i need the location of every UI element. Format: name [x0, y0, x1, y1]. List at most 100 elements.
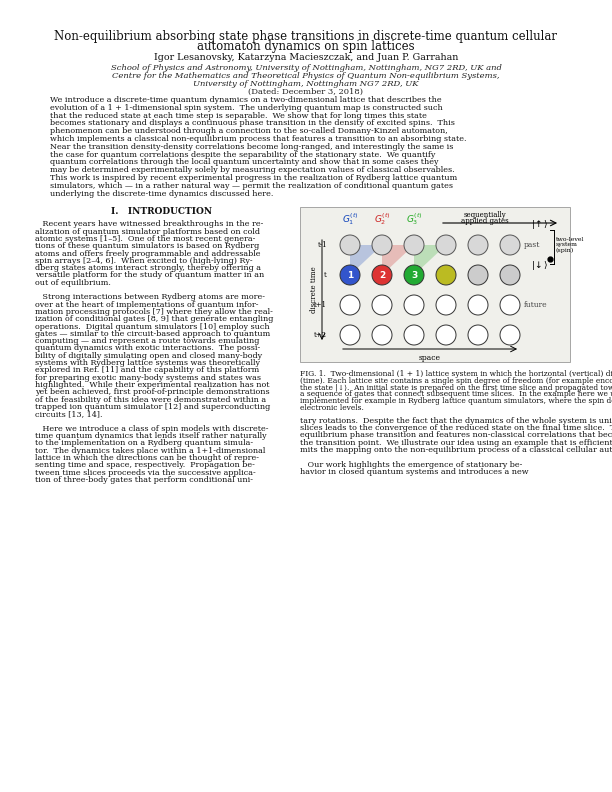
Text: I.   INTRODUCTION: I. INTRODUCTION [111, 208, 212, 216]
Text: We introduce a discrete-time quantum dynamics on a two-dimensional lattice that : We introduce a discrete-time quantum dyn… [50, 96, 442, 104]
Text: (Dated: December 3, 2018): (Dated: December 3, 2018) [248, 88, 364, 96]
Text: Strong interactions between Rydberg atoms are more-: Strong interactions between Rydberg atom… [35, 293, 265, 302]
Text: explored in Ref. [11] and the capability of this platform: explored in Ref. [11] and the capability… [35, 367, 259, 375]
Circle shape [372, 325, 392, 345]
Text: gates — similar to the circuit-based approach to quantum: gates — similar to the circuit-based app… [35, 330, 271, 338]
Circle shape [500, 265, 520, 285]
Text: 1: 1 [347, 271, 353, 280]
Text: $|\!\downarrow\rangle$: $|\!\downarrow\rangle$ [531, 259, 549, 272]
Text: past: past [524, 241, 540, 249]
Text: out of equilibrium.: out of equilibrium. [35, 279, 111, 287]
Text: may be determined experimentally solely by measuring expectation values of class: may be determined experimentally solely … [50, 166, 455, 174]
Text: tor.  The dynamics takes place within a 1+1-dimensional: tor. The dynamics takes place within a 1… [35, 447, 266, 455]
Text: highlighted.  While their experimental realization has not: highlighted. While their experimental re… [35, 381, 269, 389]
Text: automaton dynamics on spin lattices: automaton dynamics on spin lattices [197, 40, 415, 53]
Text: future: future [524, 301, 548, 309]
Text: havior in closed quantum systems and introduces a new: havior in closed quantum systems and int… [300, 468, 529, 476]
Text: the case for quantum correlations despite the separability of the stationary sta: the case for quantum correlations despit… [50, 150, 435, 158]
Text: $G_2^{(t)}$: $G_2^{(t)}$ [374, 211, 390, 227]
Text: spin arrays [2–4, 6].  When excited to (high-lying) Ry-: spin arrays [2–4, 6]. When excited to (h… [35, 257, 253, 265]
Text: equilibrium phase transition and features non-classical correlations that become: equilibrium phase transition and feature… [300, 432, 612, 440]
Text: quantum correlations through the local quantum uncertainty and show that in some: quantum correlations through the local q… [50, 158, 439, 166]
Circle shape [372, 235, 392, 255]
Text: ization of conditional gates [8, 9] that generate entangling: ization of conditional gates [8, 9] that… [35, 315, 274, 323]
Text: simulators, which — in a rather natural way — permit the realization of conditio: simulators, which — in a rather natural … [50, 182, 453, 190]
Text: School of Physics and Astronomy, University of Nottingham, Nottingham, NG7 2RD, : School of Physics and Astronomy, Univers… [111, 64, 501, 72]
Text: evolution of a 1 + 1-dimensional spin system.  The underlying quantum map is con: evolution of a 1 + 1-dimensional spin sy… [50, 104, 442, 112]
Text: $G_1^{(t)}$: $G_1^{(t)}$ [341, 211, 358, 227]
Text: 2: 2 [379, 271, 385, 280]
Text: becomes stationary and displays a continuous phase transition in the density of : becomes stationary and displays a contin… [50, 120, 455, 128]
Circle shape [340, 325, 360, 345]
Circle shape [404, 235, 424, 255]
Text: t: t [324, 271, 327, 279]
Text: time quantum dynamics that lends itself rather naturally: time quantum dynamics that lends itself … [35, 432, 267, 440]
Circle shape [340, 235, 360, 255]
Text: which implements a classical non-equilibrium process that features a transition : which implements a classical non-equilib… [50, 135, 466, 143]
Text: applied gates: applied gates [461, 217, 509, 225]
Circle shape [436, 295, 456, 315]
Circle shape [500, 295, 520, 315]
Text: for preparing exotic many-body systems and states was: for preparing exotic many-body systems a… [35, 374, 261, 382]
Text: Centre for the Mathematics and Theoretical Physics of Quantum Non-equilibrium Sy: Centre for the Mathematics and Theoretic… [112, 72, 500, 80]
Text: mits the mapping onto the non-equilibrium process of a classical cellular automa: mits the mapping onto the non-equilibriu… [300, 446, 612, 454]
Text: senting time and space, respectively.  Propagation be-: senting time and space, respectively. Pr… [35, 461, 255, 470]
Text: that the reduced state at each time step is separable.  We show that for long ti: that the reduced state at each time step… [50, 112, 427, 120]
Text: bility of digitally simulating open and closed many-body: bility of digitally simulating open and … [35, 352, 262, 360]
Circle shape [372, 295, 392, 315]
Text: implemented for example in Rydberg lattice quantum simulators, where the spin de: implemented for example in Rydberg latti… [300, 398, 612, 406]
Circle shape [436, 235, 456, 255]
Circle shape [404, 265, 424, 285]
Text: a sequence of gates that connect subsequent time slices.  In the example here we: a sequence of gates that connect subsequ… [300, 390, 612, 398]
Text: (time). Each lattice site contains a single spin degree of freedom (for example : (time). Each lattice site contains a sin… [300, 377, 612, 385]
Text: sequentially: sequentially [464, 211, 506, 219]
Text: quantum dynamics with exotic interactions.  The possi-: quantum dynamics with exotic interaction… [35, 345, 260, 352]
Text: slices leads to the convergence of the reduced state on the final time slice.  T: slices leads to the convergence of the r… [300, 424, 612, 432]
Text: circuits [13, 14].: circuits [13, 14]. [35, 410, 102, 418]
Text: alization of quantum simulator platforms based on cold: alization of quantum simulator platforms… [35, 227, 260, 236]
Text: Here we introduce a class of spin models with discrete-: Here we introduce a class of spin models… [35, 425, 269, 432]
Text: Near the transition density-density correlations become long-ranged, and interes: Near the transition density-density corr… [50, 143, 453, 150]
Text: mation processing protocols [7] where they allow the real-: mation processing protocols [7] where th… [35, 308, 273, 316]
Text: Our work highlights the emergence of stationary be-: Our work highlights the emergence of sta… [300, 461, 523, 469]
Text: tween time slices proceeds via the successive applica-: tween time slices proceeds via the succe… [35, 469, 256, 477]
FancyBboxPatch shape [300, 207, 570, 362]
Text: $G_3^{(t)}$: $G_3^{(t)}$ [406, 211, 422, 227]
Text: tary rotations.  Despite the fact that the dynamics of the whole system is unita: tary rotations. Despite the fact that th… [300, 417, 612, 425]
Text: phenomenon can be understood through a connection to the so-called Domany-Kinzel: phenomenon can be understood through a c… [50, 128, 448, 135]
Circle shape [404, 295, 424, 315]
Text: This work is inspired by recent experimental progress in the realization of Rydb: This work is inspired by recent experime… [50, 174, 457, 182]
Text: yet been achieved, first proof-of-principle demonstrations: yet been achieved, first proof-of-princi… [35, 388, 270, 396]
Text: operations.  Digital quantum simulators [10] employ such: operations. Digital quantum simulators [… [35, 322, 270, 330]
Text: $|\!\uparrow\rangle$: $|\!\uparrow\rangle$ [531, 218, 549, 231]
Polygon shape [350, 245, 382, 275]
Text: t-1: t-1 [318, 241, 327, 249]
Text: FIG. 1.  Two-dimensional (1 + 1) lattice system in which the horizontal (vertica: FIG. 1. Two-dimensional (1 + 1) lattice … [300, 370, 612, 378]
Text: atomic systems [1–5].  One of the most recent genera-: atomic systems [1–5]. One of the most re… [35, 235, 255, 243]
Text: of the feasibility of this idea were demonstrated within a: of the feasibility of this idea were dem… [35, 395, 266, 404]
Text: lattice in which the directions can be thought of repre-: lattice in which the directions can be t… [35, 454, 259, 462]
Text: atoms and offers freely programmable and addressable: atoms and offers freely programmable and… [35, 249, 261, 257]
Text: t+2: t+2 [314, 331, 327, 339]
Circle shape [372, 265, 392, 285]
Text: t+1: t+1 [314, 301, 327, 309]
Text: Recent years have witnessed breakthroughs in the re-: Recent years have witnessed breakthrough… [35, 220, 263, 228]
Text: discrete time: discrete time [310, 267, 318, 314]
Text: tion of three-body gates that perform conditional uni-: tion of three-body gates that perform co… [35, 476, 253, 484]
Text: versatile platform for the study of quantum matter in an: versatile platform for the study of quan… [35, 272, 264, 280]
Text: space: space [419, 354, 441, 362]
Polygon shape [414, 245, 446, 275]
Text: tions of these quantum simulators is based on Rydberg: tions of these quantum simulators is bas… [35, 242, 259, 250]
Text: 3: 3 [411, 271, 417, 280]
Circle shape [468, 295, 488, 315]
Circle shape [340, 265, 360, 285]
Circle shape [500, 325, 520, 345]
Text: Non-equilibrium absorbing state phase transitions in discrete-time quantum cellu: Non-equilibrium absorbing state phase tr… [54, 30, 558, 43]
Circle shape [340, 295, 360, 315]
Text: computing — and represent a route towards emulating: computing — and represent a route toward… [35, 337, 259, 345]
Text: electronic levels.: electronic levels. [300, 404, 364, 412]
Text: Igor Lesanovsky, Katarzyna Macieszczak, and Juan P. Garrahan: Igor Lesanovsky, Katarzyna Macieszczak, … [154, 53, 458, 62]
Circle shape [468, 265, 488, 285]
Polygon shape [382, 245, 414, 275]
Text: systems with Rydberg lattice systems was theoretically: systems with Rydberg lattice systems was… [35, 359, 260, 367]
